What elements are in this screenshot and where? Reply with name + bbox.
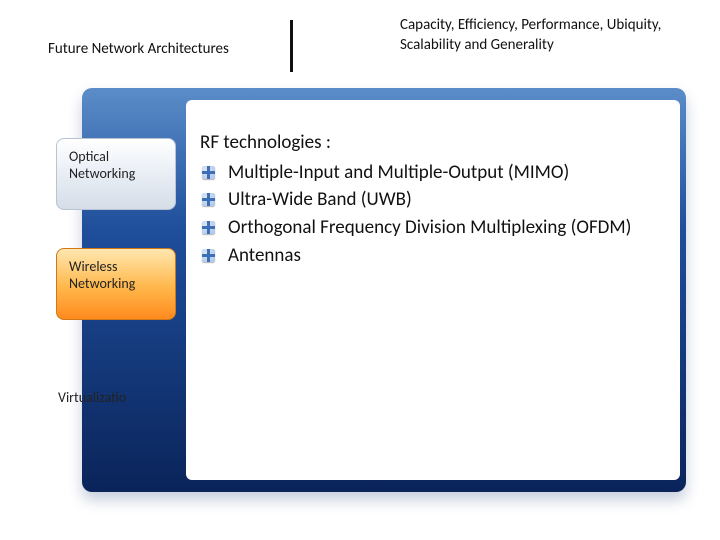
tab-virtualization[interactable]: Virtualizatio [46,380,176,452]
tab-label: Virtualizatio [58,390,126,407]
tab-label: Wireless Networking [69,259,163,293]
tab-label: Optical Networking [69,149,163,183]
tab-wireless[interactable]: Wireless Networking [56,248,176,320]
slide-stage: Future Network Architectures Capacity, E… [0,0,720,540]
content-item: Antennas [224,243,680,269]
content-heading: RF technologies : [200,130,680,156]
header-title-left: Future Network Architectures [48,40,278,58]
header-divider [290,20,293,72]
header-title-right: Capacity, Efficiency, Performance, Ubiqu… [400,16,690,55]
content-item: Ultra-Wide Band (UWB) [224,187,680,213]
tab-optical[interactable]: Optical Networking [56,138,176,210]
content-list: Multiple-Input and Multiple-Output (MIMO… [200,160,680,269]
content-item: Multiple-Input and Multiple-Output (MIMO… [224,160,680,186]
content-panel: RF technologies : Multiple-Input and Mul… [200,130,680,270]
content-item: Orthogonal Frequency Division Multiplexi… [224,215,680,241]
